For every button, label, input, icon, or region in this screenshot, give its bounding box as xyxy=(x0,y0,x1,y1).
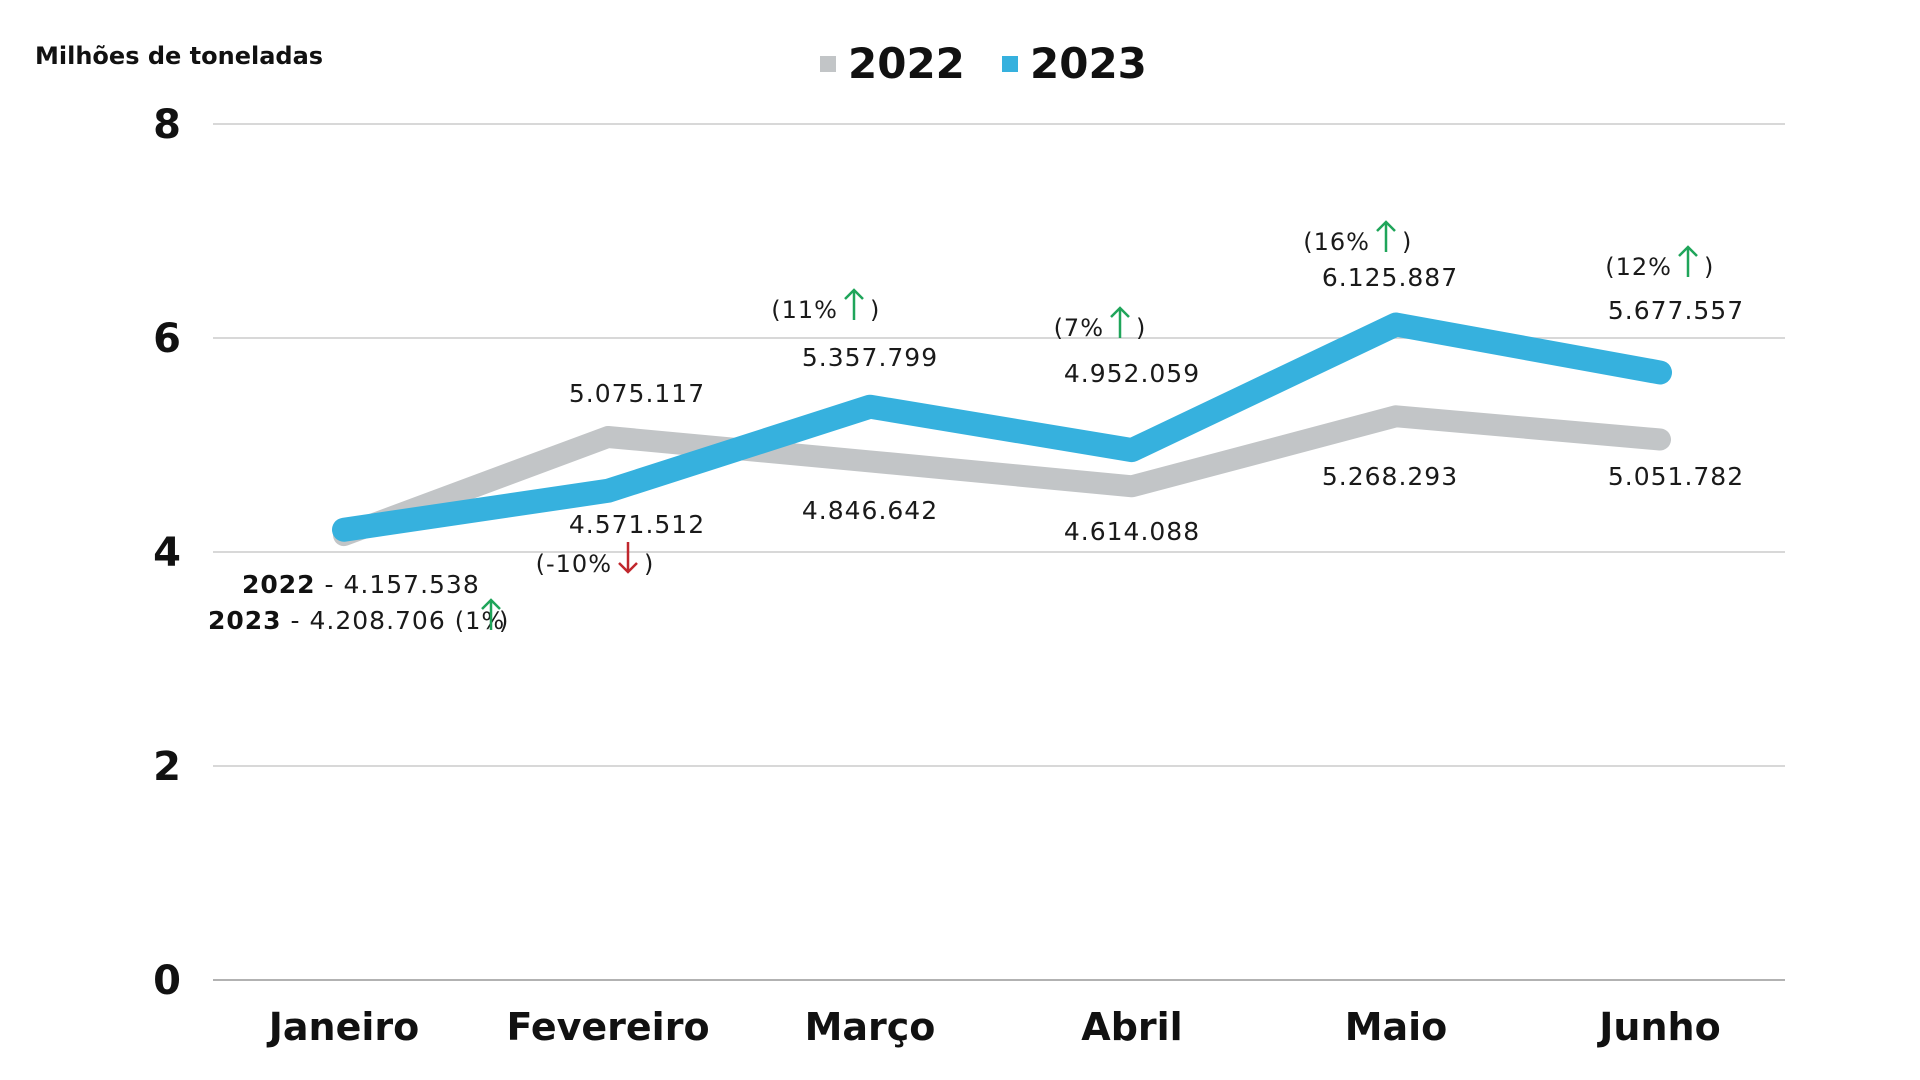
series-line-2023 xyxy=(332,312,1672,542)
data-label-2022: 5.268.293 xyxy=(1322,462,1458,491)
legend-swatch xyxy=(820,56,836,72)
data-label-2023: 4.952.059 xyxy=(1064,359,1200,388)
legend-label: 2022 xyxy=(848,39,965,88)
y-tick-label: 4 xyxy=(153,530,181,576)
x-axis-ticks: Janeiro Fevereiro Março Abril Maio Junho xyxy=(266,1005,1721,1049)
x-tick-label: Junho xyxy=(1596,1005,1720,1049)
y-tick-label: 8 xyxy=(153,102,181,148)
series-line-2022 xyxy=(333,405,1671,547)
data-label-2022: 4.846.642 xyxy=(802,496,938,525)
arrow-up-icon xyxy=(1678,245,1698,277)
legend-swatch xyxy=(1002,56,1018,72)
change-close-paren: ) xyxy=(499,607,509,635)
x-tick-label: Fevereiro xyxy=(506,1005,709,1049)
legend-label: 2023 xyxy=(1030,39,1147,88)
x-tick-label: Abril xyxy=(1081,1005,1182,1049)
y-axis-label: Milhões de toneladas xyxy=(35,42,323,70)
data-label-2022: 4.614.088 xyxy=(1064,517,1200,546)
series-lines xyxy=(332,312,1672,547)
change-percent: (7% xyxy=(1054,314,1104,342)
change-close-paren: ) xyxy=(1136,314,1146,342)
arrow-up-icon xyxy=(844,288,864,320)
arrow-up-icon xyxy=(481,598,501,630)
data-label-2023: 5.677.557 xyxy=(1608,296,1744,325)
y-axis-ticks: 0 2 4 6 8 xyxy=(153,102,181,1004)
gridlines xyxy=(213,123,1785,981)
y-tick-label: 0 xyxy=(153,958,181,1004)
data-label-2023: 4.571.512 xyxy=(569,510,705,539)
change-percent: (11% xyxy=(771,296,838,324)
arrow-up-icon xyxy=(1376,220,1396,252)
x-tick-label: Março xyxy=(805,1005,936,1049)
change-close-paren: ) xyxy=(644,550,654,578)
change-percent: (-10% xyxy=(536,550,612,578)
data-label-2023: 5.357.799 xyxy=(802,343,938,372)
arrow-down-icon xyxy=(618,542,638,574)
change-close-paren: ) xyxy=(870,296,880,324)
y-tick-label: 2 xyxy=(153,744,181,790)
change-close-paren: ) xyxy=(1704,253,1714,281)
change-close-paren: ) xyxy=(1402,228,1412,256)
data-label-2022: 5.051.782 xyxy=(1608,462,1744,491)
data-label-2023: 6.125.887 xyxy=(1322,263,1458,292)
x-tick-label: Janeiro xyxy=(266,1005,419,1049)
arrow-up-icon xyxy=(1110,306,1130,338)
change-percent: (16% xyxy=(1303,228,1370,256)
legend: 2022 2023 xyxy=(820,39,1147,88)
x-tick-label: Maio xyxy=(1345,1005,1448,1049)
data-label-2022: 5.075.117 xyxy=(569,379,705,408)
y-tick-label: 6 xyxy=(153,316,181,362)
data-label-2023-janeiro: 2023 - 4.208.706 (1% xyxy=(208,606,505,635)
change-percent: (12% xyxy=(1605,253,1672,281)
data-labels: 2022 - 4.157.538 2023 - 4.208.706 (1%) 5.0… xyxy=(208,220,1744,635)
data-label-2022-janeiro: 2022 - 4.157.538 xyxy=(242,570,480,599)
